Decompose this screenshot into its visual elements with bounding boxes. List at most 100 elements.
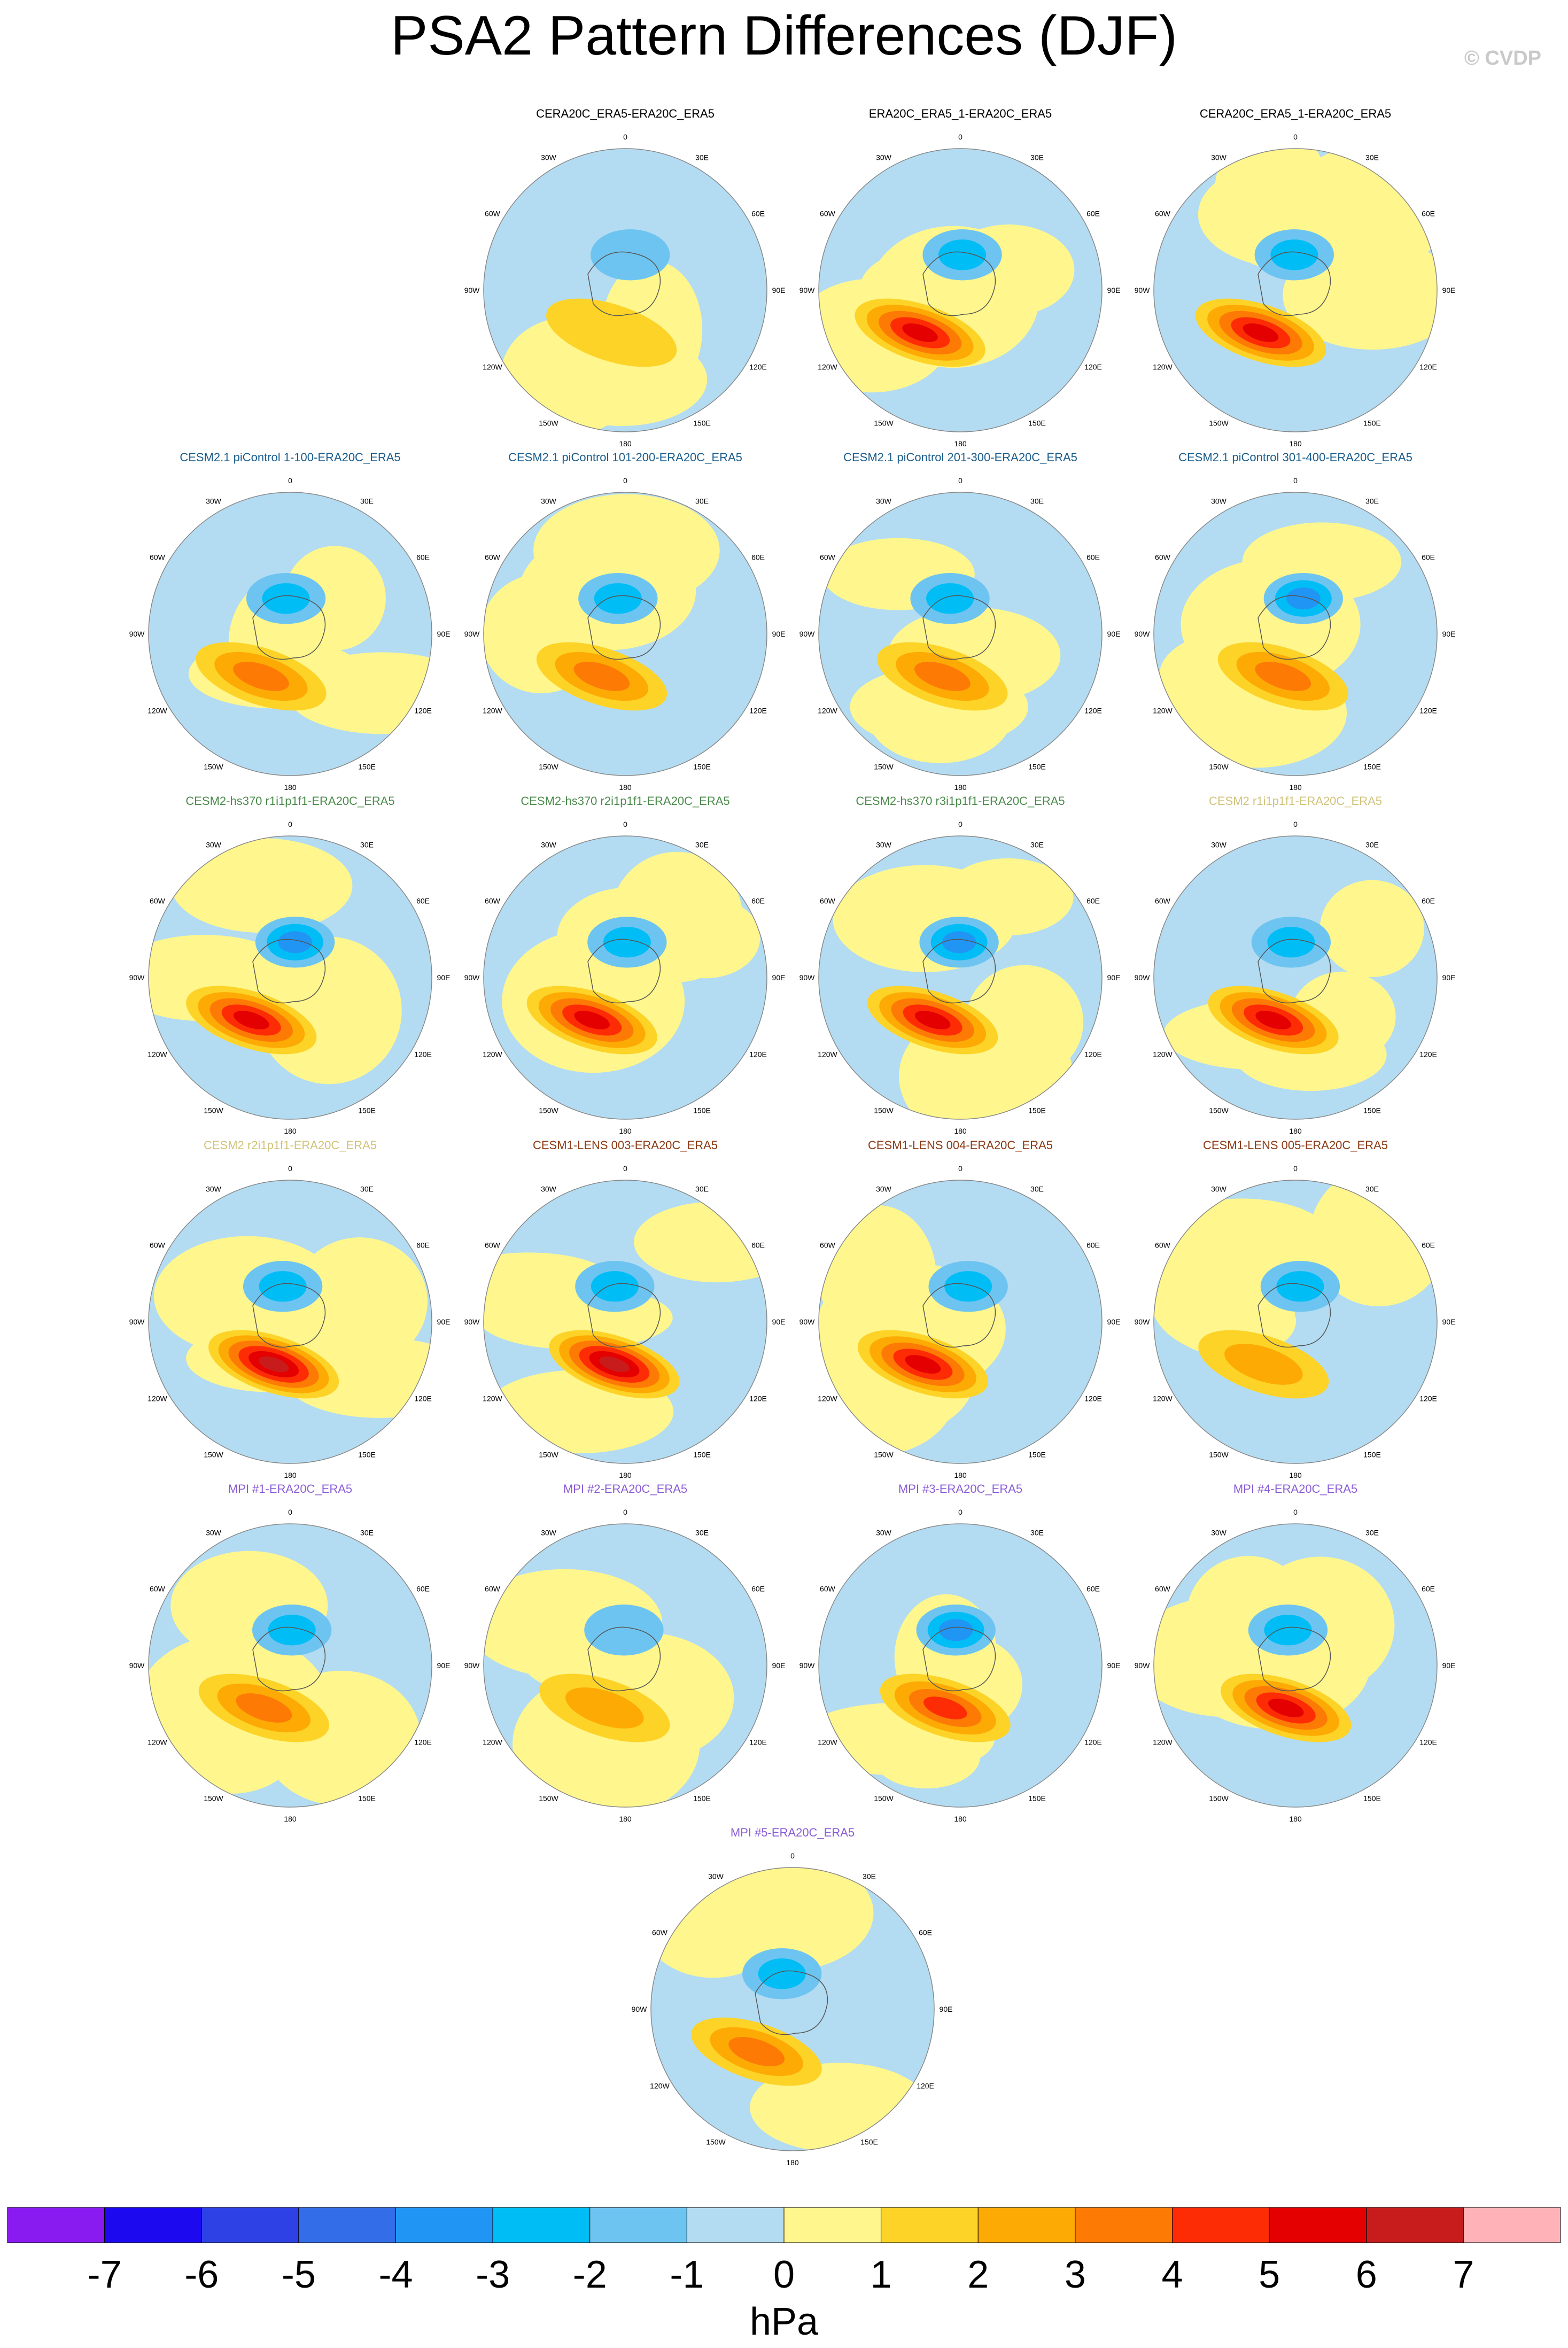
positive-contour xyxy=(546,298,677,367)
colorbar-swatch xyxy=(492,2207,591,2243)
longitude-label: 60E xyxy=(1422,897,1435,905)
longitude-label: 0 xyxy=(958,1164,962,1173)
longitude-label: 120E xyxy=(1419,707,1437,715)
longitude-label: 180 xyxy=(954,1471,967,1479)
negative-contour xyxy=(278,931,312,954)
longitude-label: 30W xyxy=(1211,1528,1227,1537)
map-panel: CESM2-hs370 r2i1p1f1-ERA20C_ERA5 0 30E 60E 9… xyxy=(460,794,791,1142)
polar-map: 0 30E 60E 90E 120E 150E 180 150W 120W 90W 60W 30W xyxy=(129,1508,451,1823)
polar-map: 0 30E 60E 90E 120E 150E 180 150W 120W 90W 60W 30W xyxy=(799,1508,1121,1823)
longitude-label: 90W xyxy=(464,973,480,982)
antarctica-coastline xyxy=(252,1283,326,1348)
panel-title: CESM2-hs370 r2i1p1f1-ERA20C_ERA5 xyxy=(521,794,730,808)
longitude-label: 120W xyxy=(1153,1394,1173,1403)
positive-contour xyxy=(1268,1699,1304,1717)
longitude-label: 180 xyxy=(284,1471,297,1479)
map-boundary xyxy=(148,835,432,1120)
longitude-label: 30W xyxy=(876,1184,892,1193)
longitude-label: 30E xyxy=(1365,1528,1379,1537)
longitude-label: 150E xyxy=(693,1106,711,1115)
longitude-label: 60W xyxy=(652,1928,668,1937)
longitude-label: 180 xyxy=(786,2158,799,2167)
map-panel: CESM2.1 piControl 301-400-ERA20C_ERA5 0 30… xyxy=(1130,451,1461,798)
longitude-label: 30W xyxy=(541,840,557,849)
longitude-label: 120E xyxy=(1084,1050,1102,1059)
longitude-label: 90E xyxy=(772,1318,786,1326)
longitude-label: 0 xyxy=(288,1164,292,1173)
antarctica-coastline xyxy=(587,1283,661,1348)
antarctica-coastline xyxy=(1257,1626,1331,1692)
longitude-label: 150E xyxy=(1363,763,1381,771)
map-boundary xyxy=(483,835,767,1120)
map-panel: CESM2-hs370 r3i1p1f1-ERA20C_ERA5 0 30E 60E 9… xyxy=(795,794,1126,1142)
colorbar-swatch xyxy=(977,2207,1076,2243)
positive-contour xyxy=(599,1356,630,1373)
antarctica-coastline xyxy=(922,939,996,1004)
longitude-label: 150E xyxy=(1363,1794,1381,1803)
longitude-label: 120W xyxy=(818,707,837,715)
longitude-label: 90W xyxy=(1135,630,1151,638)
longitude-label: 150E xyxy=(693,1451,711,1459)
longitude-label: 90E xyxy=(1442,973,1456,982)
map-boundary xyxy=(148,1180,432,1464)
colorbar-swatch xyxy=(7,2207,105,2243)
colorbar-swatch xyxy=(1366,2207,1464,2243)
panel-title: CESM1-LENS 004-ERA20C_ERA5 xyxy=(867,1138,1053,1152)
longitude-label: 30E xyxy=(863,1872,876,1880)
longitude-label: 30E xyxy=(1030,1184,1044,1193)
longitude-label: 90W xyxy=(129,1318,145,1326)
negative-contour xyxy=(938,1619,973,1641)
panel-title: CESM2-hs370 r1i1p1f1-ERA20C_ERA5 xyxy=(185,794,395,808)
longitude-label: 90E xyxy=(1107,630,1121,638)
positive-contour xyxy=(565,1687,644,1729)
longitude-label: 180 xyxy=(284,783,297,792)
map-boundary xyxy=(818,1180,1103,1464)
panel-title: MPI #2-ERA20C_ERA5 xyxy=(563,1482,688,1495)
longitude-label: 30E xyxy=(360,1528,374,1537)
longitude-label: 30E xyxy=(695,1528,709,1537)
antarctica-coastline xyxy=(252,1626,326,1692)
longitude-label: 60W xyxy=(1155,210,1171,218)
antarctica-coastline xyxy=(922,1283,996,1348)
longitude-label: 120W xyxy=(148,1050,167,1059)
longitude-label: 90W xyxy=(799,1318,816,1326)
map-panel: MPI #2-ERA20C_ERA5 0 30E 60E 90E 120E 150E 180 1… xyxy=(460,1482,791,1830)
longitude-label: 60E xyxy=(1086,1241,1100,1250)
colorbar-tick-label: -4 xyxy=(378,2253,413,2296)
colorbar-swatch xyxy=(395,2207,493,2243)
positive-contour xyxy=(1243,323,1279,342)
map-boundary xyxy=(148,1523,432,1808)
longitude-label: 120E xyxy=(749,1738,767,1747)
map-panel: CESM2.1 piControl 1-100-ERA20C_ERA5 0 30E 6… xyxy=(125,451,456,798)
longitude-label: 60E xyxy=(416,897,430,905)
antarctica-coastline xyxy=(587,251,661,316)
map-panel: CESM1-LENS 003-ERA20C_ERA5 0 30E 60E 90E 120E… xyxy=(460,1138,791,1486)
map-boundary xyxy=(818,492,1103,776)
longitude-label: 90W xyxy=(799,1661,816,1670)
longitude-label: 30E xyxy=(1365,840,1379,849)
negative-contour xyxy=(603,927,651,958)
longitude-label: 120W xyxy=(1153,363,1173,371)
longitude-label: 30W xyxy=(1211,153,1227,161)
longitude-label: 60W xyxy=(485,1585,501,1593)
positive-contour xyxy=(1224,1344,1303,1385)
longitude-label: 30W xyxy=(708,1872,724,1880)
longitude-label: 120E xyxy=(1084,1394,1102,1403)
colorbar-tick-label: 5 xyxy=(1259,2253,1280,2296)
longitude-label: 150E xyxy=(358,1794,376,1803)
longitude-label: 150W xyxy=(1209,1106,1229,1115)
longitude-label: 90W xyxy=(464,286,480,295)
longitude-label: 150W xyxy=(204,1106,223,1115)
colorbar-tick-label: 0 xyxy=(773,2253,795,2296)
longitude-label: 90W xyxy=(129,630,145,638)
panel-title: CESM1-LENS 005-ERA20C_ERA5 xyxy=(1202,1138,1388,1152)
longitude-label: 150E xyxy=(1363,1106,1381,1115)
polar-map: 0 30E 60E 90E 120E 150E 180 150W 120W 90W 60W 30W xyxy=(632,1851,953,2167)
longitude-label: 180 xyxy=(1289,1815,1302,1823)
map-panel: CESM2-hs370 r1i1p1f1-ERA20C_ERA5 0 30E 60E 9… xyxy=(125,794,456,1142)
map-boundary xyxy=(1153,835,1438,1120)
longitude-label: 150W xyxy=(539,763,558,771)
longitude-label: 30W xyxy=(1211,1184,1227,1193)
longitude-label: 0 xyxy=(623,133,627,141)
field-contour xyxy=(171,838,353,933)
